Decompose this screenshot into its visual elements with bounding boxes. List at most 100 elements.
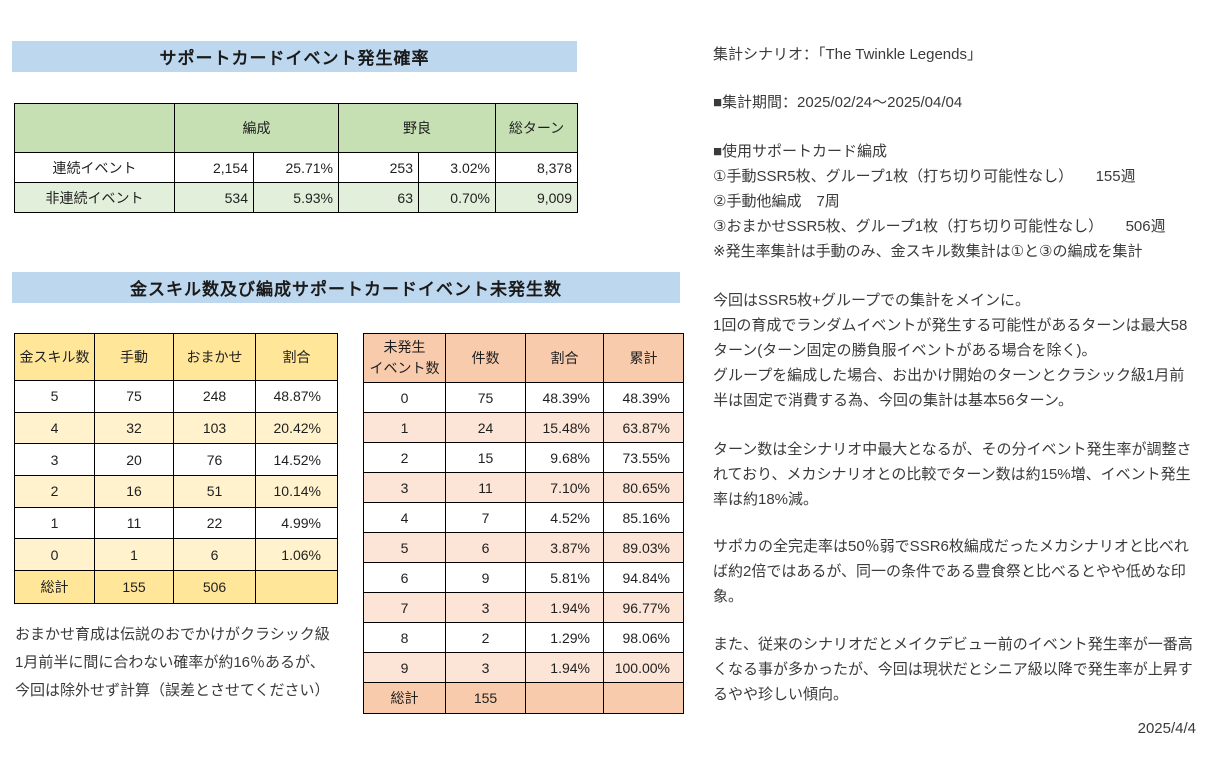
- paragraph-line: 1回の育成でランダムイベントが発生する可能性があるターンは最大58ターン(ターン…: [713, 317, 1188, 359]
- table-header-row: 金スキル数 手動 おまかせ 割合: [14, 333, 338, 381]
- cell: 48.87%: [255, 380, 338, 413]
- cell: 4.52%: [525, 502, 604, 533]
- cell: 9,009: [495, 182, 578, 213]
- cell: 85.16%: [603, 502, 684, 533]
- table-row: 7 3 1.94% 96.77%: [363, 592, 684, 623]
- cell: 75: [445, 382, 526, 413]
- table-row: 1 11 22 4.99%: [14, 506, 338, 540]
- period-line: ■集計期間：2025/02/24～2025/04/04: [713, 94, 963, 111]
- analysis-paragraph-1: 今回はSSR5枚+グループでの集計をメインに。 1回の育成でランダムイベントが発…: [713, 288, 1196, 413]
- analysis-paragraph-4: また、従来のシナリオだとメイクデビュー前のイベント発生率が一番高くなる事が多かっ…: [713, 636, 1193, 703]
- row-label: 非連続イベント: [14, 182, 175, 213]
- cell: 1: [94, 538, 174, 572]
- column-header: 編成: [174, 103, 339, 153]
- cell: 2: [445, 622, 526, 653]
- table-row: 2 16 51 10.14%: [14, 475, 338, 508]
- deck-line: ③おまかせSSR5枚、グループ1枚（打ち切り可能性なし） 506週: [713, 218, 1166, 235]
- cell: 9: [445, 562, 526, 593]
- column-header: 割合: [255, 333, 338, 381]
- table-row: 3 20 76 14.52%: [14, 443, 338, 477]
- table-row: 4 7 4.52% 85.16%: [363, 502, 684, 533]
- cell: 48.39%: [525, 382, 604, 413]
- cell: 5.81%: [525, 562, 604, 593]
- table-row: 5 75 248 48.87%: [14, 380, 338, 413]
- column-header: 野良: [338, 103, 496, 153]
- cell: 3.87%: [525, 532, 604, 563]
- cell: 534: [174, 182, 254, 213]
- table-row: 1 24 15.48% 63.87%: [363, 412, 684, 443]
- table-row: 6 9 5.81% 94.84%: [363, 562, 684, 593]
- cell: 4.99%: [255, 506, 338, 540]
- section-title-gold-skill: 金スキル数及び編成サポートカードイベント未発生数: [12, 272, 680, 303]
- cell: 1.06%: [255, 538, 338, 572]
- note-line: 1月前半に間に合わない確率が約16％あるが、: [15, 654, 325, 671]
- row-label: 連続イベント: [14, 152, 175, 183]
- cell: 3: [445, 592, 526, 623]
- cell: 20.42%: [255, 411, 338, 445]
- cell: 10.14%: [255, 475, 338, 508]
- scenario-line: 集計シナリオ：「The Twinkle Legends」: [713, 46, 982, 63]
- cell: 32: [94, 411, 174, 445]
- cell: 6: [363, 562, 446, 593]
- cell: 15: [445, 442, 526, 473]
- event-rate-table: 編成 野良 総ターン 連続イベント 2,154 25.71% 253 3.02%…: [14, 103, 578, 213]
- column-header: 未発生 イベント数: [363, 333, 446, 383]
- cell: 5: [14, 380, 95, 413]
- cell: 3.02%: [418, 152, 496, 183]
- cell: 63: [338, 182, 419, 213]
- cell: 1: [363, 412, 446, 443]
- deck-title: ■使用サポートカード編成: [713, 143, 888, 160]
- cell: 75: [94, 380, 174, 413]
- table-total-row: 総計 155 506: [14, 570, 338, 604]
- cell: 0.70%: [418, 182, 496, 213]
- table-row: 0 75 48.39% 48.39%: [363, 382, 684, 413]
- cell: 24: [445, 412, 526, 443]
- table-row: 5 6 3.87% 89.03%: [363, 532, 684, 563]
- deck-line: ①手動SSR5枚、グループ1枚（打ち切り可能性なし） 155週: [713, 168, 1136, 185]
- cell: 103: [173, 411, 256, 445]
- cell: 98.06%: [603, 622, 684, 653]
- cell: 9.68%: [525, 442, 604, 473]
- column-header-line2: イベント数: [369, 360, 440, 376]
- table-row: 3 11 7.10% 80.65%: [363, 472, 684, 503]
- column-header-line1: 未発生: [383, 339, 426, 355]
- total-label: 総計: [363, 682, 446, 714]
- cell: 15.48%: [525, 412, 604, 443]
- cell: 16: [94, 475, 174, 508]
- cell: 73.55%: [603, 442, 684, 473]
- cell: 1.29%: [525, 622, 604, 653]
- cell: 5.93%: [253, 182, 339, 213]
- cell: 248: [173, 380, 256, 413]
- cell: 7.10%: [525, 472, 604, 503]
- cell: 2: [14, 475, 95, 508]
- total-label: 総計: [14, 570, 95, 604]
- cell: 4: [14, 411, 95, 445]
- cell: 96.77%: [603, 592, 684, 623]
- table-header-row: 未発生 イベント数 件数 割合 累計: [363, 333, 684, 383]
- cell: 2,154: [174, 152, 254, 183]
- deck-section: ■使用サポートカード編成 ①手動SSR5枚、グループ1枚（打ち切り可能性なし） …: [713, 139, 1196, 264]
- column-header: 総ターン: [495, 103, 578, 153]
- table-row: 9 3 1.94% 100.00%: [363, 652, 684, 683]
- cell: 14.52%: [255, 443, 338, 477]
- cell: 51: [173, 475, 256, 508]
- cell: 8: [363, 622, 446, 653]
- cell: [525, 682, 604, 714]
- cell: 9: [363, 652, 446, 683]
- cell: 155: [445, 682, 526, 714]
- date-label: 2025/4/4: [1137, 720, 1196, 737]
- cell: 155: [94, 570, 174, 604]
- cell: 253: [338, 152, 419, 183]
- cell: 80.65%: [603, 472, 684, 503]
- cell: 1: [14, 506, 95, 540]
- cell: 6: [173, 538, 256, 572]
- note-line: おまかせ育成は伝説のおでかけがクラシック級: [15, 626, 330, 643]
- cell: 48.39%: [603, 382, 684, 413]
- table-row: 4 32 103 20.42%: [14, 411, 338, 445]
- cell: 2: [363, 442, 446, 473]
- note-line: 今回は除外せず計算（誤差とさせてください）: [15, 682, 330, 699]
- table-row: 連続イベント 2,154 25.71% 253 3.02% 8,378: [14, 152, 578, 183]
- cell: 4: [363, 502, 446, 533]
- section-title-event-rate: サポートカードイベント発生確率: [12, 41, 577, 72]
